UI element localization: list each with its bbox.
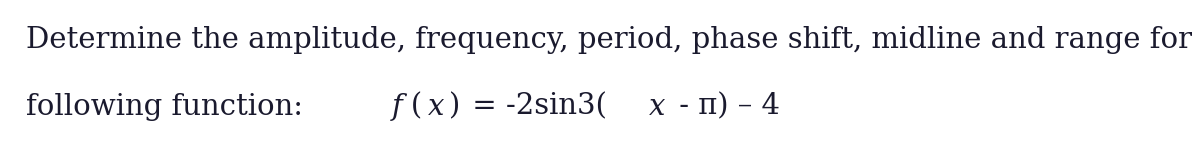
Text: x: x bbox=[427, 93, 444, 121]
Text: - π) – 4: - π) – 4 bbox=[670, 93, 780, 121]
Text: Determine the amplitude, frequency, period, phase shift, midline and range for t: Determine the amplitude, frequency, peri… bbox=[26, 26, 1200, 54]
Text: following function:: following function: bbox=[26, 93, 310, 121]
Text: = -2sin3(: = -2sin3( bbox=[463, 93, 607, 121]
Text: ): ) bbox=[449, 93, 460, 121]
Text: (: ( bbox=[406, 93, 422, 121]
Text: x: x bbox=[649, 93, 665, 121]
Text: f: f bbox=[391, 93, 402, 121]
